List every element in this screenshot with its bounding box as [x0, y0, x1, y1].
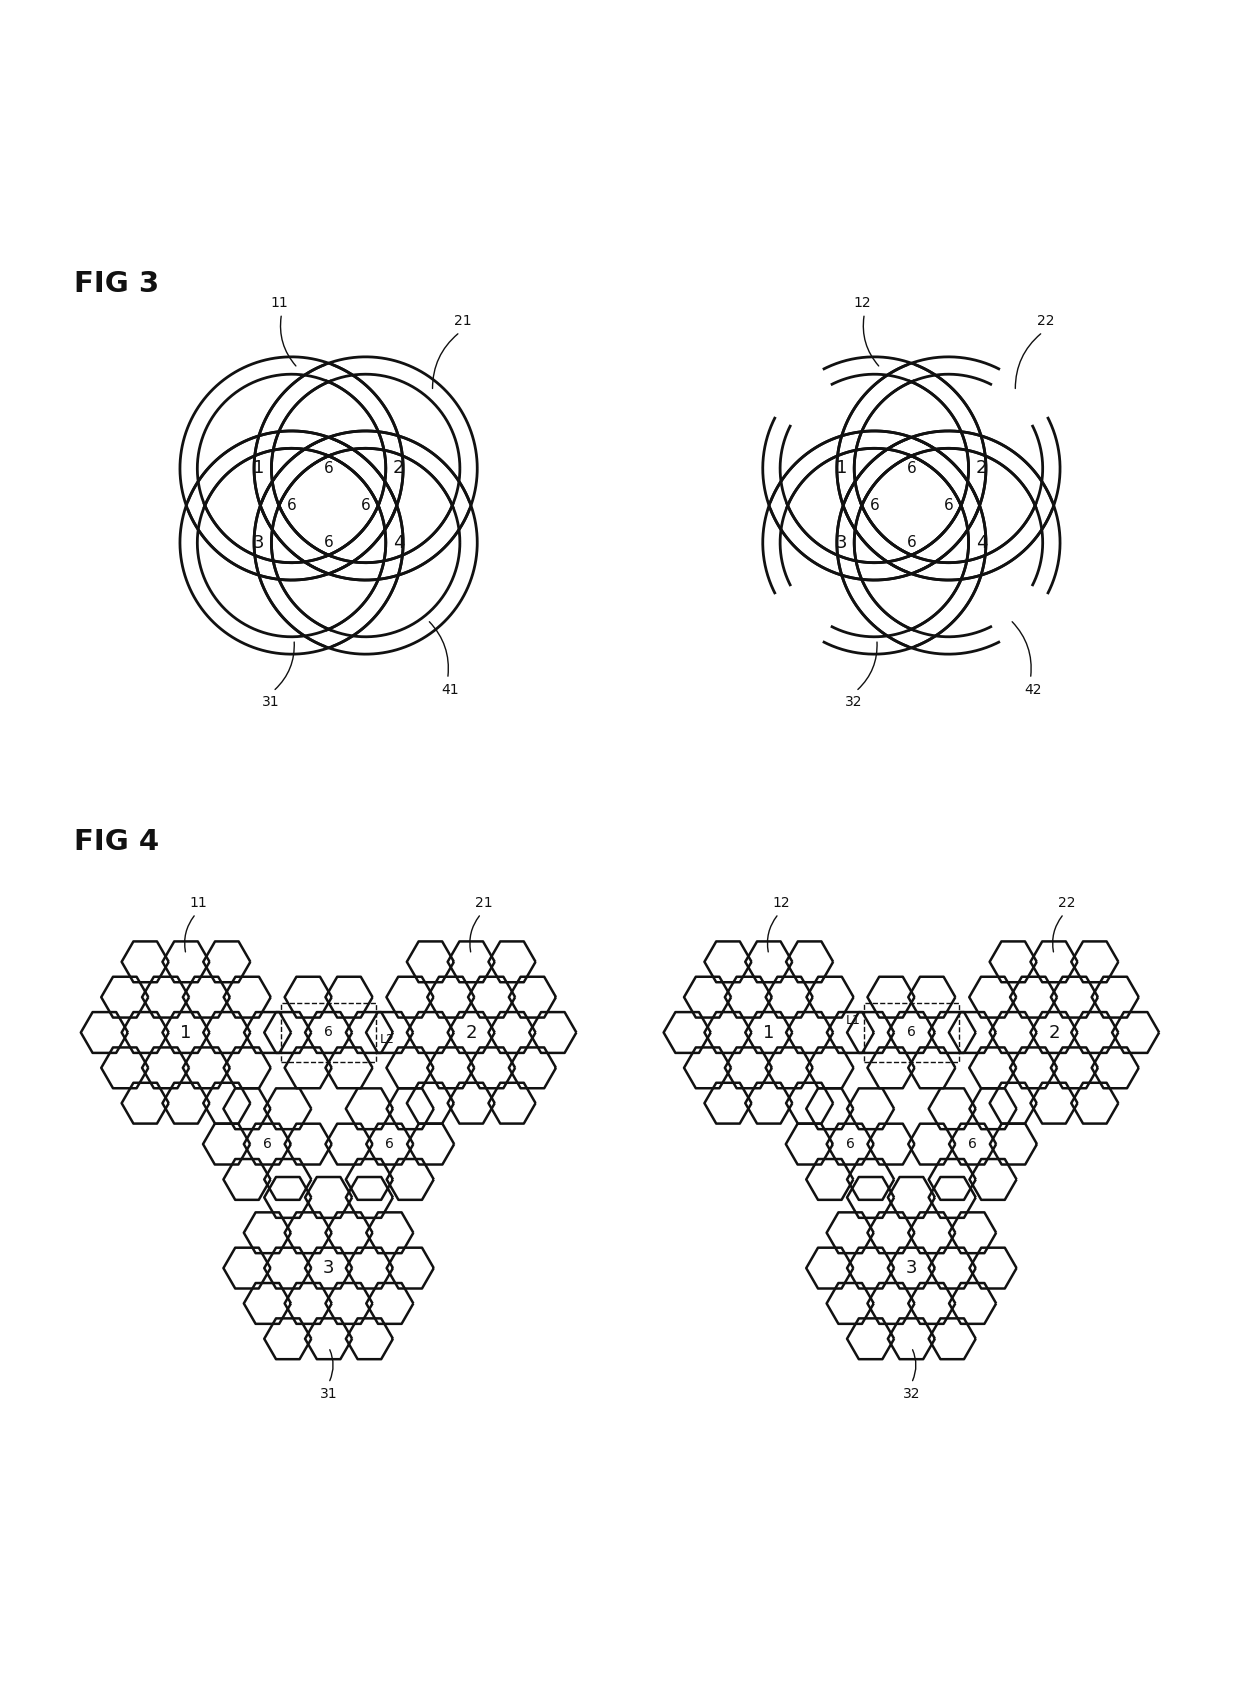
Text: 2: 2: [393, 459, 404, 477]
Text: 6: 6: [324, 1026, 334, 1040]
Text: L1: L1: [846, 1014, 861, 1026]
Text: 3: 3: [322, 1260, 335, 1277]
Text: 1: 1: [836, 459, 847, 477]
Text: 21: 21: [454, 315, 471, 328]
Text: 22: 22: [1058, 896, 1075, 911]
Text: L2: L2: [379, 1033, 394, 1046]
Text: 2: 2: [1048, 1024, 1060, 1041]
Text: 22: 22: [1037, 315, 1054, 328]
Text: 3: 3: [253, 533, 264, 552]
Text: 6: 6: [906, 1026, 916, 1040]
Text: 1: 1: [763, 1024, 775, 1041]
Text: 21: 21: [475, 896, 492, 911]
Text: 3: 3: [836, 533, 847, 552]
Text: 32: 32: [844, 696, 863, 709]
Text: 6: 6: [263, 1138, 272, 1151]
Text: 42: 42: [1024, 682, 1042, 698]
Bar: [864, 1002, 959, 1062]
Bar: [281, 1002, 376, 1062]
Text: 6: 6: [286, 498, 296, 513]
Text: 6: 6: [846, 1138, 854, 1151]
Text: 4: 4: [393, 533, 404, 552]
Text: 6: 6: [906, 535, 916, 550]
Text: 3: 3: [905, 1260, 918, 1277]
Text: 6: 6: [386, 1138, 394, 1151]
Text: 31: 31: [262, 696, 280, 709]
Text: 11: 11: [190, 896, 207, 911]
Text: 12: 12: [773, 896, 790, 911]
Text: 6: 6: [869, 498, 879, 513]
Text: 31: 31: [320, 1387, 337, 1400]
Text: 1: 1: [180, 1024, 192, 1041]
Text: 32: 32: [903, 1387, 920, 1400]
Text: 6: 6: [361, 498, 371, 513]
Text: FIG 3: FIG 3: [74, 269, 160, 298]
Text: 6: 6: [944, 498, 954, 513]
Text: 41: 41: [441, 682, 459, 698]
Text: 6: 6: [968, 1138, 977, 1151]
Text: 6: 6: [324, 535, 334, 550]
Text: 6: 6: [324, 460, 334, 476]
Text: 2: 2: [976, 459, 987, 477]
Text: 12: 12: [853, 296, 870, 310]
Text: 4: 4: [976, 533, 987, 552]
Text: 2: 2: [465, 1024, 477, 1041]
Text: FIG 4: FIG 4: [74, 828, 160, 857]
Text: 1: 1: [253, 459, 264, 477]
Text: 11: 11: [270, 296, 288, 310]
Text: 6: 6: [906, 460, 916, 476]
